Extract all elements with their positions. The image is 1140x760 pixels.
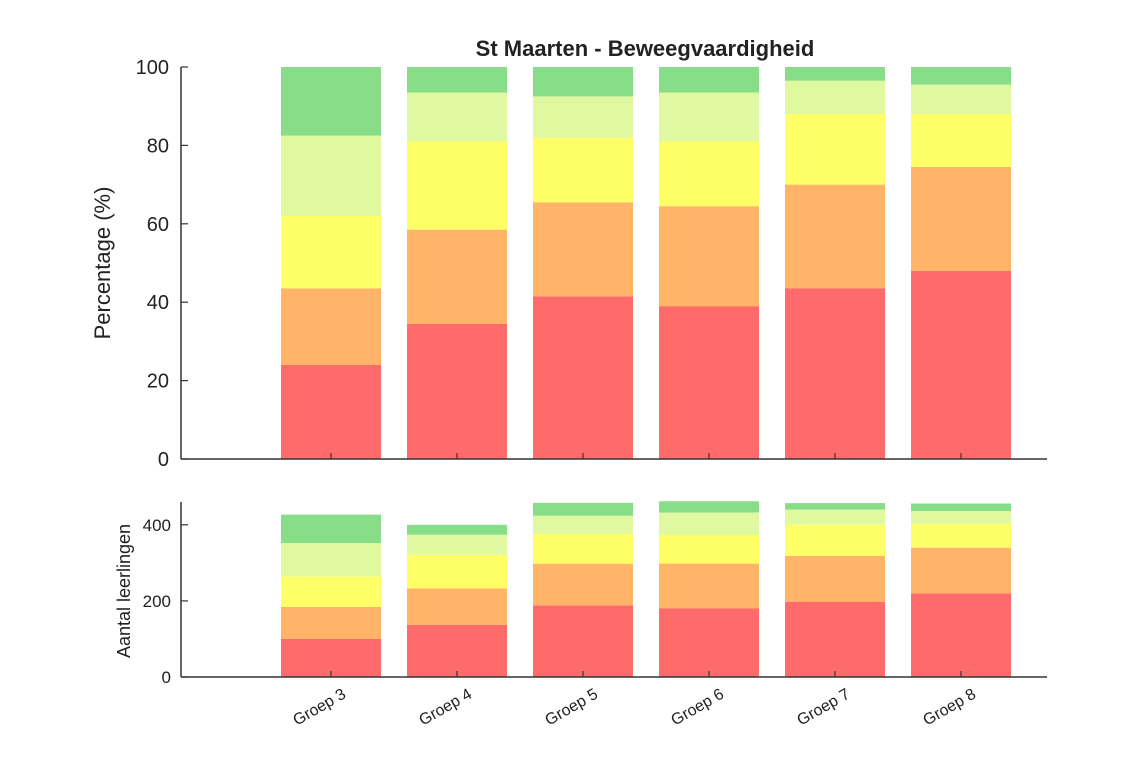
x-tick-label: Groep 7: [794, 686, 853, 730]
count-bar-segment: [281, 576, 381, 607]
count-bar-segment: [785, 509, 885, 525]
count-bar-segment: [533, 515, 633, 534]
x-tick-label: Groep 3: [290, 686, 349, 730]
percentage-bar-segment: [785, 80, 885, 114]
count-y-axis-label: Aantal leerlingen: [114, 524, 134, 658]
percentage-bar-segment: [407, 67, 507, 93]
count-y-tick-label: 400: [143, 516, 171, 535]
x-tick-label: Groep 4: [416, 686, 475, 730]
count-bar-segment: [407, 524, 507, 535]
count-bar-segment: [911, 547, 1011, 594]
count-bar-segment: [533, 502, 633, 516]
count-bar-segment: [911, 524, 1011, 548]
count-bar-segment: [911, 593, 1011, 677]
percentage-bar-segment: [911, 67, 1011, 85]
percentage-bar-segment: [533, 296, 633, 459]
count-bar-segment: [407, 624, 507, 677]
percentage-bar-segment: [281, 288, 381, 365]
x-tick-label: Groep 6: [668, 686, 727, 730]
percentage-y-tick-label: 0: [158, 449, 169, 471]
count-bars: [281, 501, 1011, 677]
count-bar-segment: [659, 501, 759, 513]
x-tick-label: Groep 5: [542, 686, 601, 730]
count-y-tick-label: 200: [143, 592, 171, 611]
count-bar-segment: [407, 554, 507, 589]
percentage-y-tick-label: 20: [147, 371, 169, 393]
percentage-y-tick-label: 60: [147, 214, 169, 236]
percentage-bar-segment: [407, 323, 507, 459]
count-bar-segment: [281, 639, 381, 677]
percentage-panel: 0 20 40 60 80 100 Percentage (%): [90, 57, 1047, 471]
percentage-bar-segment: [911, 84, 1011, 114]
percentage-bar-segment: [659, 92, 759, 142]
percentage-bar-segment: [533, 202, 633, 297]
percentage-bar-segment: [281, 364, 381, 459]
percentage-bar-segment: [659, 141, 759, 207]
percentage-bar-segment: [533, 67, 633, 97]
percentage-y-axis-label: Percentage (%): [90, 187, 115, 340]
count-bar-segment: [785, 503, 885, 510]
count-bar-segment: [785, 524, 885, 556]
percentage-bar-segment: [407, 229, 507, 324]
count-bar-segment: [911, 503, 1011, 512]
percentage-y-tick-label: 40: [147, 292, 169, 314]
percentage-bars: [281, 67, 1011, 459]
percentage-bar-segment: [785, 288, 885, 459]
count-bar-segment: [785, 556, 885, 602]
count-bar-segment: [407, 588, 507, 625]
x-tick-labels: Groep 3 Groep 4 Groep 5 Groep 6 Groep 7 Groep…: [290, 686, 979, 730]
percentage-bar-segment: [659, 67, 759, 93]
chart-title: St Maarten - Beweegvaardigheid: [476, 36, 815, 61]
x-tick-label: Groep 8: [920, 686, 979, 730]
percentage-y-tick-label: 80: [147, 135, 169, 157]
count-panel: 0 200 400 Aantal leerlingen: [114, 501, 1047, 687]
count-bar-segment: [533, 534, 633, 564]
count-bar-segment: [785, 601, 885, 677]
count-bar-segment: [281, 514, 381, 544]
percentage-bar-segment: [533, 96, 633, 138]
count-bar-segment: [533, 563, 633, 606]
count-bar-segment: [911, 511, 1011, 524]
percentage-bar-segment: [785, 184, 885, 289]
percentage-bar-segment: [785, 67, 885, 81]
percentage-bar-segment: [281, 216, 381, 289]
percentage-bar-segment: [659, 306, 759, 459]
count-bar-segment: [281, 543, 381, 577]
count-bar-segment: [659, 563, 759, 609]
percentage-bar-segment: [911, 167, 1011, 271]
count-bar-segment: [659, 512, 759, 535]
percentage-bar-segment: [407, 141, 507, 230]
percentage-bar-segment: [911, 270, 1011, 459]
percentage-bar-segment: [281, 135, 381, 216]
percentage-bar-segment: [911, 114, 1011, 167]
count-y-tick-label: 0: [162, 668, 171, 687]
count-bar-segment: [659, 534, 759, 564]
percentage-axes: 0 20 40 60 80 100: [136, 57, 1047, 471]
percentage-bar-segment: [407, 92, 507, 142]
count-bar-segment: [281, 607, 381, 639]
count-axes: 0 200 400: [143, 502, 1047, 687]
count-bar-segment: [533, 605, 633, 677]
count-bar-segment: [659, 608, 759, 677]
percentage-bar-segment: [659, 206, 759, 307]
percentage-bar-segment: [785, 114, 885, 185]
percentage-bar-segment: [281, 67, 381, 136]
percentage-bar-segment: [533, 137, 633, 203]
percentage-y-tick-label: 100: [136, 57, 169, 79]
count-bar-segment: [407, 534, 507, 555]
